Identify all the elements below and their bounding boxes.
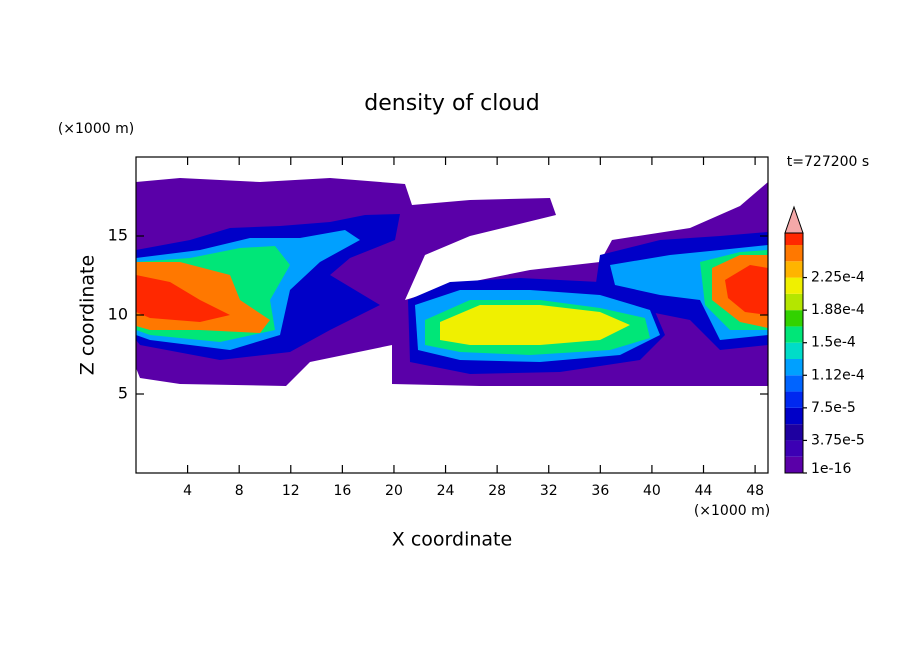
- contour-field: [136, 178, 768, 386]
- colorbar-box: [785, 261, 803, 278]
- x-tick-label: 4: [183, 483, 192, 499]
- colorbar-label: 3.75e-5: [811, 432, 865, 448]
- x-tick-label: 8: [235, 483, 244, 499]
- x-axis-label: X coordinate: [392, 529, 512, 551]
- x-tick-label: 12: [282, 483, 300, 499]
- colorbar-label: 1.5e-4: [811, 335, 856, 351]
- colorbar-box: [785, 456, 803, 473]
- colorbar-box: [785, 424, 803, 441]
- colorbar-box: [785, 277, 803, 294]
- y-tick-label: 15: [108, 226, 128, 245]
- x-tick-label: 36: [591, 483, 609, 499]
- x-tick-label: 28: [488, 483, 506, 499]
- colorbar-frame: [784, 232, 804, 474]
- x-tick-label: 48: [746, 483, 764, 499]
- colorbar-label: 1.88e-4: [811, 302, 865, 318]
- colorbar-box: [785, 359, 803, 376]
- x-tick-label: 24: [437, 483, 455, 499]
- colorbar-label: 1.12e-4: [811, 367, 865, 383]
- colorbar-label: 2.25e-4: [811, 270, 865, 286]
- chart-title: density of cloud: [364, 91, 539, 116]
- colorbar-box: [785, 375, 803, 392]
- x-tick-label: 32: [540, 483, 558, 499]
- colorbar-triangle: [784, 205, 804, 234]
- colorbar-box: [785, 245, 803, 262]
- colorbar-box: [785, 391, 803, 408]
- colorbar-over: [785, 233, 803, 245]
- colorbar-box: [785, 293, 803, 311]
- x-tick-label: 40: [643, 483, 661, 499]
- colorbar-box: [785, 407, 803, 425]
- time-annotation: t=727200 s: [787, 154, 869, 170]
- x-unit: (×1000 m): [694, 503, 770, 519]
- colorbar-box: [785, 310, 803, 327]
- colorbar-label: 1e-16: [811, 461, 851, 477]
- colorbar-box: [785, 326, 803, 343]
- x-tick-label: 16: [333, 483, 351, 499]
- y-unit: (×1000 m): [58, 121, 134, 137]
- y-tick-label: 10: [108, 305, 128, 324]
- colorbar-box: [785, 440, 803, 457]
- colorbar-box: [785, 342, 803, 359]
- x-tick-label: 20: [385, 483, 403, 499]
- x-tick-label: 44: [695, 483, 713, 499]
- y-tick-label: 5: [118, 384, 128, 403]
- colorbar-label: 7.5e-5: [811, 400, 856, 416]
- y-axis-label: Z coordinate: [77, 255, 99, 375]
